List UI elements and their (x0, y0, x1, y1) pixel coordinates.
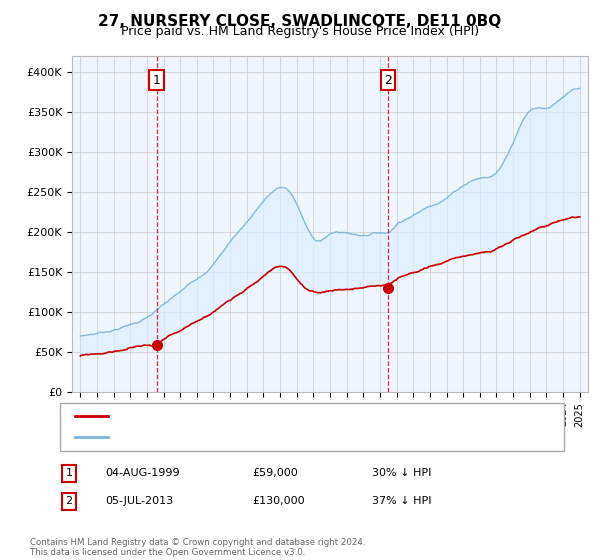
Text: 1: 1 (65, 468, 73, 478)
Text: £59,000: £59,000 (252, 468, 298, 478)
Text: HPI: Average price, detached house, South Derbyshire: HPI: Average price, detached house, Sout… (114, 432, 398, 442)
Text: 37% ↓ HPI: 37% ↓ HPI (372, 496, 431, 506)
Text: Contains HM Land Registry data © Crown copyright and database right 2024.
This d: Contains HM Land Registry data © Crown c… (30, 538, 365, 557)
Text: £130,000: £130,000 (252, 496, 305, 506)
Text: 30% ↓ HPI: 30% ↓ HPI (372, 468, 431, 478)
Text: 1: 1 (152, 73, 160, 86)
Text: 05-JUL-2013: 05-JUL-2013 (105, 496, 173, 506)
Text: 2: 2 (65, 496, 73, 506)
Text: 27, NURSERY CLOSE, SWADLINCOTE, DE11 0BQ (detached house): 27, NURSERY CLOSE, SWADLINCOTE, DE11 0BQ… (114, 410, 457, 421)
Text: 2: 2 (385, 73, 392, 86)
Text: Price paid vs. HM Land Registry's House Price Index (HPI): Price paid vs. HM Land Registry's House … (121, 25, 479, 38)
Text: 27, NURSERY CLOSE, SWADLINCOTE, DE11 0BQ: 27, NURSERY CLOSE, SWADLINCOTE, DE11 0BQ (98, 14, 502, 29)
Text: 04-AUG-1999: 04-AUG-1999 (105, 468, 179, 478)
